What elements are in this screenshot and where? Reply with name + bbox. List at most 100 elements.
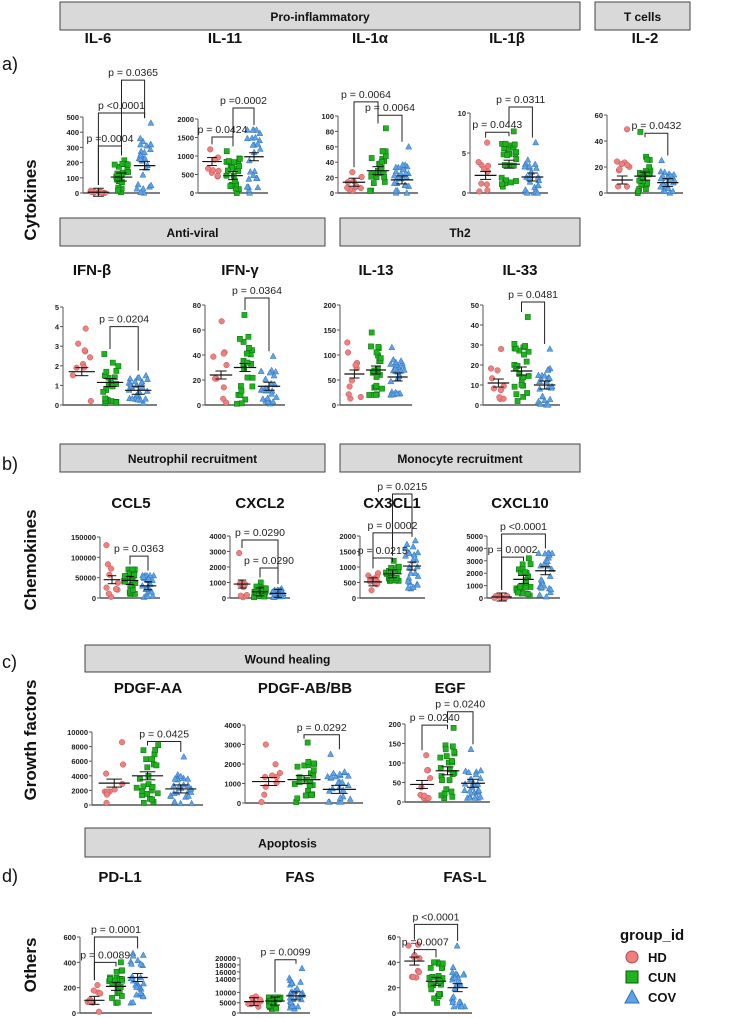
p-value-label: p = 0.0290 [244,555,294,567]
point-cun [144,764,151,771]
point-hd [494,367,501,374]
point-hd [475,159,482,166]
point-cov [390,171,398,179]
point-cun [109,995,115,1001]
point-hd [87,998,95,1005]
p-value-label: p <0.0001 [500,521,547,533]
point-cov [297,978,304,985]
row-label: Cytokines [21,159,40,240]
point-cov [288,1002,296,1009]
panel-ifn-: IFN-β 0 1 2 3 4 5 p = 0.0204 [55,262,157,410]
point-cun [390,557,397,564]
point-cov [137,989,144,996]
point-hd [476,188,483,195]
point-cun [524,390,530,396]
legend-title: group_id [620,927,684,944]
y-tick-label: 600 [63,933,76,942]
header-box: Anti-viral [59,217,326,247]
point-cun [244,374,251,381]
y-tick-label: 20000 [215,954,236,963]
point-cun [437,754,444,761]
point-hd [261,791,268,798]
p-value-label: p <0.0001 [412,911,459,923]
point-hd [103,542,110,549]
point-cov [407,569,415,576]
point-hd [348,377,355,384]
point-cov [288,979,296,986]
y-tick-label: 40 [595,137,603,146]
y-tick-label: 10 [471,381,479,390]
point-hd [237,592,244,599]
y-tick-label: 0 [599,189,603,198]
point-hd [496,394,503,401]
point-cun [310,760,317,767]
y-tick-label: 50000 [75,574,96,583]
point-cun [644,156,651,163]
panel-title: IFN-β [73,262,111,279]
point-cov [259,395,267,402]
point-cov [180,752,188,760]
point-cov [467,745,475,752]
point-cov [414,548,422,556]
point-hd [215,167,222,174]
point-cun [113,399,119,406]
point-cun [368,173,375,180]
y-tick-label: 100 [323,351,336,360]
header-rect [339,443,581,473]
y-tick-label: 4000 [466,544,483,553]
significance-bracket [377,114,403,142]
point-cov [266,368,274,376]
point-cov [146,145,154,153]
point-cun [375,344,382,350]
y-tick-label: 150 [388,740,401,749]
point-cun [370,180,377,186]
point-cov [137,188,145,195]
y-tick-label: 1 [55,381,59,390]
point-cun [114,170,121,177]
point-hd [104,561,111,568]
point-cun [450,725,457,731]
y-tick-label: 1000 [209,579,226,588]
point-hd [616,166,623,173]
significance-bracket [93,936,139,981]
significance-bracket [501,533,546,590]
y-tick-label: 30 [471,341,479,350]
point-hd [218,318,225,325]
point-cun [373,374,380,380]
point-cun [431,995,438,1002]
point-cun [367,187,373,194]
point-cov [337,798,345,805]
section-label: b) [2,454,18,474]
p-value-label: p = 0.0364 [232,285,282,297]
point-cov [133,983,140,990]
y-tick-label: 0 [392,1009,396,1018]
point-hd [114,579,121,586]
p-value-label: p = 0.0204 [99,314,149,326]
point-cun [428,986,435,993]
point-cun [101,351,108,357]
header-box: Apoptosis [84,827,491,858]
point-hd [118,739,126,746]
point-cov [411,536,419,544]
point-hd [273,779,280,786]
point-cov [269,397,277,405]
point-cun [510,128,517,135]
point-cun [427,965,434,971]
point-cun [103,368,110,375]
point-cun [511,341,518,347]
y-tick-label: 0 [75,189,79,198]
point-cov [139,184,147,192]
point-hd [262,741,269,748]
point-cov [128,394,136,402]
point-cov [264,398,272,405]
y-tick-label: 150 [323,326,336,335]
y-tick-label: 60 [388,933,396,942]
point-cov [392,186,400,194]
point-cov [134,180,142,188]
point-hd [418,784,425,791]
y-tick-label: 400 [66,128,79,137]
point-cov [140,979,147,987]
